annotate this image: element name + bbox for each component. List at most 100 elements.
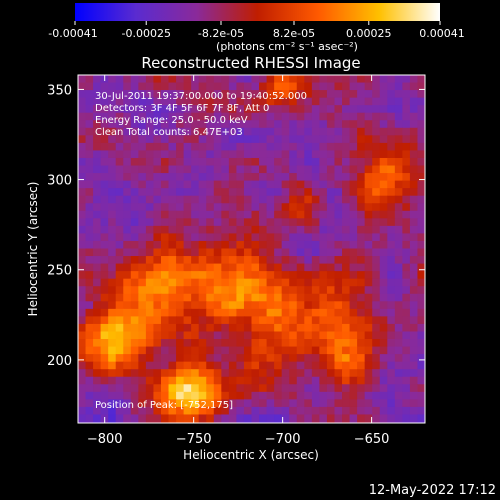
heatmap-cell [213,263,222,272]
heatmap-cell [304,210,313,219]
heatmap-cell [304,271,313,280]
heatmap-cell [402,105,411,114]
heatmap-cell [153,218,162,227]
heatmap-cell [228,82,238,91]
heatmap-cell [145,105,155,114]
heatmap-cell [387,225,396,235]
x-tick-label: −650 [354,432,390,447]
heatmap-cell [168,376,177,385]
heatmap-cell [296,82,305,91]
heatmap-cell [319,173,328,182]
heatmap-cell [349,376,358,385]
heatmap-cell [311,339,320,348]
heatmap-cell [213,210,222,219]
heatmap-cell [334,233,343,242]
heatmap-cell [115,399,124,408]
heatmap-cell [153,256,162,265]
heatmap-cell [108,165,117,174]
colorbar [75,3,440,21]
heatmap-cell [387,406,396,416]
heatmap-cell [78,384,87,393]
heatmap-cell [296,391,305,400]
heatmap-cell [228,278,238,287]
heatmap-cell [78,308,87,317]
heatmap-cell [402,369,411,378]
heatmap-cell [160,331,170,340]
heatmap-cell [357,406,366,416]
heatmap-cell [78,75,87,84]
heatmap-cell [183,278,192,287]
heatmap-cell [236,376,245,385]
heatmap-cell [349,203,358,212]
heatmap-cell [364,301,373,310]
heatmap-cell [160,339,170,348]
heatmap-cell [364,286,373,295]
heatmap-cell [251,301,260,310]
heatmap-cell [417,180,425,189]
heatmap-cell [311,271,320,280]
heatmap-cell [168,82,177,91]
heatmap-cell [281,240,290,250]
heatmap-cell [123,127,132,136]
heatmap-cell [153,278,162,287]
heatmap-cell [342,414,351,423]
heatmap-cell [108,316,117,325]
heatmap-cell [145,316,155,325]
heatmap-cell [183,210,192,219]
heatmap-cell [319,339,328,348]
heatmap-cell [251,90,260,99]
heatmap-cell [236,248,245,257]
heatmap-cell [274,142,283,152]
heatmap-cell [115,331,124,340]
heatmap-cell [138,414,147,423]
heatmap-cell [93,165,102,174]
heatmap-cell [334,120,343,129]
heatmap-cell [259,248,268,257]
heatmap-cell [394,203,403,212]
heatmap-cell [115,361,124,370]
heatmap-cell [364,233,373,242]
heatmap-cell [311,346,320,355]
heatmap-cell [138,97,147,106]
heatmap-cell [243,271,253,280]
heatmap-cell [108,203,117,212]
heatmap-cell [206,323,215,333]
heatmap-cell [379,82,388,91]
heatmap-cell [85,414,94,423]
heatmap-cell [319,263,328,272]
heatmap-cell [394,75,403,84]
heatmap-cell [78,316,87,325]
heatmap-cell [243,225,253,235]
heatmap-cell [191,90,200,99]
heatmap-cell [191,339,200,348]
heatmap-cell [296,180,305,189]
heatmap-cell [108,406,117,416]
heatmap-cell [289,120,298,129]
heatmap-cell [326,331,336,340]
heatmap-cell [213,203,222,212]
heatmap-cell [326,218,336,227]
heatmap-cell [274,354,283,363]
heatmap-cell [176,339,185,348]
heatmap-cell [296,369,305,378]
heatmap-cell [176,240,185,250]
heatmap-cell [191,240,200,250]
heatmap-cell [289,90,298,99]
heatmap-cell [311,173,320,182]
heatmap-cell [251,293,260,302]
heatmap-cell [281,180,290,189]
heatmap-cell [176,406,185,416]
heatmap-cell [274,150,283,159]
heatmap-cell [417,75,425,84]
heatmap-cell [251,180,260,189]
heatmap-cell [198,225,207,235]
heatmap-cell [319,82,328,91]
heatmap-cell [221,180,230,189]
heatmap-cell [100,354,109,363]
heatmap-cell [259,316,268,325]
heatmap-cell [115,188,124,197]
heatmap-cell [221,278,230,287]
heatmap-cell [183,240,192,250]
heatmap-cell [221,271,230,280]
heatmap-cell [85,293,94,302]
